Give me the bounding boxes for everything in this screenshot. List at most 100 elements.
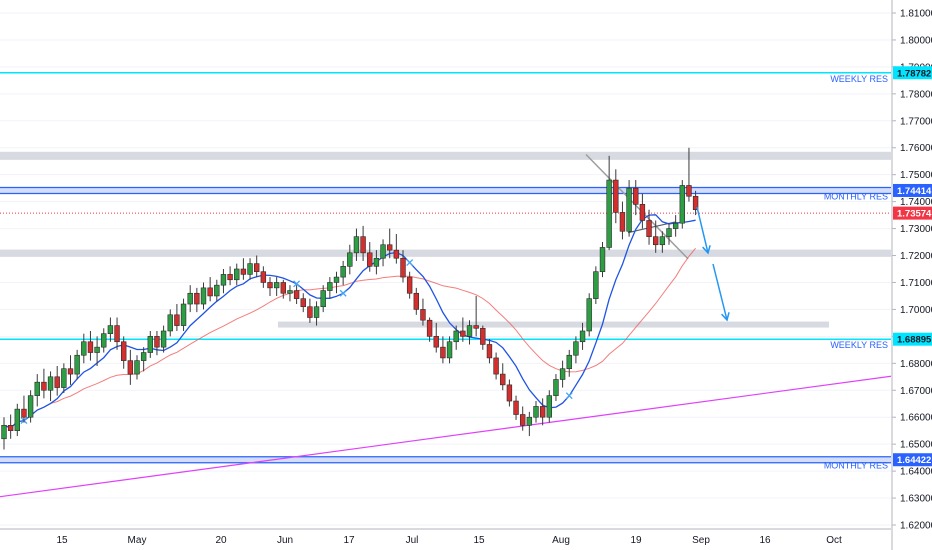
candle-body: [666, 228, 672, 237]
candle: [227, 266, 233, 286]
candle: [373, 250, 380, 275]
candle-body: [446, 341, 453, 359]
descending-trendline: [585, 153, 689, 260]
candle-body: [14, 408, 20, 431]
candle-body: [573, 341, 579, 356]
time-axis[interactable]: 15 May 20 Jun 17 Jul 15 Aug 19 Sep 16 Oct: [0, 528, 891, 546]
y-tick-label: 1.74000: [900, 197, 932, 208]
projection-arrows: [696, 206, 730, 322]
x-tick-label: 15: [473, 535, 485, 546]
zone: [278, 321, 829, 328]
x-tick-label: 17: [343, 535, 355, 546]
arrow-shaft: [712, 263, 728, 321]
candle: [433, 322, 439, 353]
candle-body: [373, 257, 380, 267]
candle: [493, 352, 499, 380]
candle: [613, 169, 619, 224]
candle-body: [293, 290, 300, 299]
candle-body: [260, 271, 267, 283]
candle-body: [466, 325, 473, 337]
candle-body: [347, 252, 353, 267]
candle-body: [686, 185, 692, 197]
y-tick-label: 1.76000: [900, 143, 932, 154]
level-band: [0, 456, 891, 463]
candle-body: [327, 282, 333, 291]
y-tick-label: 1.73000: [900, 224, 932, 235]
zone: [0, 151, 891, 160]
candle: [187, 285, 193, 313]
candle: [293, 285, 300, 305]
candle: [313, 301, 320, 326]
x-tick-label: 20: [215, 535, 227, 546]
candle: [180, 298, 187, 331]
candle: [559, 360, 566, 388]
candle: [74, 349, 80, 380]
candle: [174, 304, 180, 331]
y-tick-label: 1.66000: [900, 413, 932, 424]
candle: [533, 401, 539, 423]
candle: [207, 277, 213, 302]
candle-body: [114, 325, 120, 343]
candle-body: [200, 287, 207, 305]
candle-body: [154, 336, 160, 348]
x-tick-label: May: [128, 535, 147, 546]
cross-marker-icon: [293, 280, 301, 288]
candle: [34, 374, 40, 407]
candle: [340, 260, 346, 286]
candle-body: [147, 336, 153, 353]
candle: [81, 333, 87, 364]
price-axis[interactable]: 1.62000 1.63000 1.64000 1.65000 1.66000 1.670…: [891, 0, 932, 550]
candle-body: [652, 236, 659, 246]
candle-body: [386, 244, 393, 251]
candle-body: [586, 298, 592, 332]
candle: [480, 325, 486, 350]
candle: [386, 228, 393, 259]
candle: [420, 298, 426, 326]
candle-body: [672, 222, 679, 229]
candle: [154, 330, 160, 356]
y-tick-label: 1.80000: [900, 35, 932, 46]
candle: [593, 266, 599, 305]
price-tag-bg: [893, 66, 932, 80]
candle: [194, 287, 200, 313]
candle: [519, 406, 526, 431]
candle-body: [606, 179, 612, 248]
ascending-trendline: [0, 375, 892, 498]
candle: [47, 371, 54, 402]
candle-body: [619, 212, 626, 232]
candle-body: [393, 249, 400, 259]
candle: [566, 349, 572, 377]
candle: [327, 277, 333, 299]
candle-body: [307, 306, 313, 318]
x-tick-label: 19: [630, 535, 642, 546]
candle-body: [1, 424, 7, 440]
candle-body: [21, 408, 27, 418]
candle-body: [254, 263, 260, 272]
candle: [553, 374, 559, 402]
candle-body: [539, 406, 546, 418]
candle: [220, 269, 227, 294]
level-label: WEEKLY RES: [830, 340, 888, 350]
candle: [147, 330, 153, 358]
candle: [160, 325, 167, 353]
candle: [134, 355, 140, 380]
price-tag-label: 1.74414: [897, 186, 932, 197]
price-tag: 1.78782: [893, 66, 932, 80]
candle: [101, 328, 107, 353]
candle: [200, 282, 207, 310]
candle-body: [533, 406, 539, 418]
candle-body: [526, 416, 533, 426]
candle-body: [440, 346, 446, 359]
candle: [599, 242, 606, 278]
candle-body: [134, 360, 140, 375]
candle: [506, 379, 513, 407]
candle: [67, 355, 74, 385]
candle-body: [519, 414, 526, 426]
candle: [400, 250, 406, 283]
candle-body: [220, 274, 227, 286]
price-tag-bg: [893, 453, 932, 467]
cross-marker-icon: [339, 289, 347, 297]
price-tag-label: 1.68895: [897, 335, 932, 346]
candle: [280, 279, 286, 299]
